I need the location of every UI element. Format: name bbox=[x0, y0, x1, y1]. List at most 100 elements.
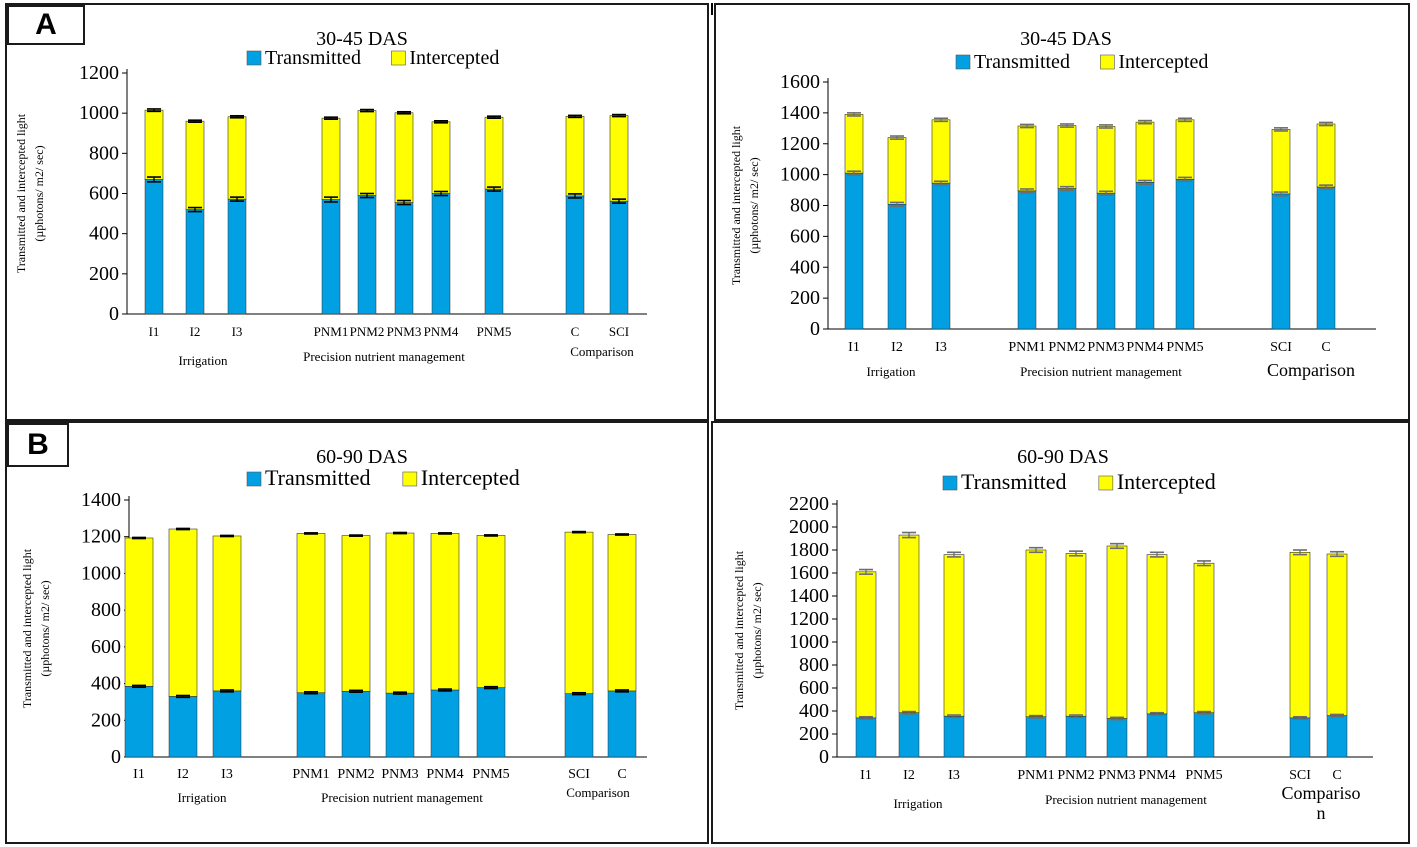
y-tick-label: 0 bbox=[111, 746, 121, 768]
bar-transmitted bbox=[385, 692, 415, 758]
bar-transmitted bbox=[476, 687, 506, 758]
bar-intercepted bbox=[476, 535, 506, 688]
y-tick-label: 400 bbox=[89, 223, 119, 245]
y-axis-label: Transmitted and intercepted light bbox=[732, 550, 746, 710]
bar-intercepted bbox=[484, 116, 504, 190]
y-tick-label: 200 bbox=[89, 263, 119, 285]
x-tick-label: C bbox=[1332, 768, 1341, 783]
bar-intercepted bbox=[394, 112, 414, 203]
x-tick-label: PNM5 bbox=[477, 324, 512, 339]
group-label: Precision nutrient management bbox=[303, 349, 465, 364]
x-tick-label: PNM1 bbox=[1017, 768, 1054, 783]
bar-transmitted bbox=[430, 689, 460, 758]
bar-transmitted bbox=[227, 198, 247, 315]
x-tick-label: PNM2 bbox=[350, 324, 385, 339]
bar-transmitted bbox=[1289, 717, 1311, 758]
bar-intercepted bbox=[855, 571, 877, 719]
panel-b-right: 60-90 DAS Transmitted Intercepted Transmitt… bbox=[711, 421, 1410, 844]
y-tick-label: 1000 bbox=[789, 631, 829, 653]
legend-swatch-intercepted bbox=[391, 50, 406, 66]
bar-transmitted bbox=[1135, 182, 1155, 330]
bar-transmitted bbox=[898, 712, 920, 758]
group-label: Precision nutrient management bbox=[321, 790, 483, 805]
panel-b-left: 60-90 DAS Transmitted Intercepted Transmitt… bbox=[5, 421, 709, 844]
y-tick-label: 600 bbox=[91, 636, 121, 658]
chart-title: 30-45 DAS bbox=[316, 28, 408, 50]
x-tick-label: I3 bbox=[232, 324, 243, 339]
bar-transmitted bbox=[1096, 192, 1116, 330]
y-axis-unit-label: (µphotons/ m2/ sec) bbox=[750, 582, 764, 678]
x-tick-label: I2 bbox=[177, 767, 189, 782]
bar-transmitted bbox=[185, 209, 205, 315]
x-tick-label: SCI bbox=[568, 767, 590, 782]
legend-label-transmitted: Transmitted bbox=[265, 47, 361, 69]
legend-swatch-transmitted bbox=[246, 50, 262, 66]
group-label: Comparison bbox=[566, 785, 630, 800]
y-tick-label: 1800 bbox=[789, 539, 829, 561]
bar-transmitted bbox=[431, 193, 451, 315]
legend-swatch-transmitted bbox=[246, 471, 262, 487]
y-tick-label: 1200 bbox=[81, 526, 121, 548]
bar-intercepted bbox=[430, 533, 460, 691]
x-tick-label: SCI bbox=[1289, 768, 1311, 783]
y-tick-label: 1000 bbox=[81, 562, 121, 584]
legend-swatch-transmitted bbox=[955, 54, 971, 70]
legend-label-intercepted: Intercepted bbox=[1118, 51, 1208, 73]
y-tick-label: 800 bbox=[799, 654, 829, 676]
x-tick-label: I2 bbox=[903, 768, 915, 783]
bar-transmitted bbox=[394, 202, 414, 315]
legend: Transmitted Intercepted bbox=[246, 465, 520, 490]
bar-intercepted bbox=[124, 537, 154, 687]
y-tick-label: 800 bbox=[89, 142, 119, 164]
bar-intercepted bbox=[296, 533, 326, 694]
x-tick-label: I1 bbox=[860, 768, 872, 783]
y-axis-label: Transmitted and intercepted light bbox=[14, 113, 28, 273]
panel-label-b: B bbox=[7, 423, 69, 467]
x-tick-label: PNM5 bbox=[1185, 768, 1222, 783]
bar-intercepted bbox=[212, 535, 242, 692]
x-tick-label: PNM5 bbox=[1166, 340, 1203, 355]
x-tick-label: PNM2 bbox=[1057, 768, 1094, 783]
y-axis-label: Transmitted and intercepted light bbox=[729, 125, 743, 285]
bar-intercepted bbox=[1025, 549, 1047, 718]
bar-intercepted bbox=[609, 115, 629, 202]
bar-intercepted bbox=[1065, 553, 1087, 717]
y-tick-label: 200 bbox=[91, 709, 121, 731]
chart-title: 60-90 DAS bbox=[316, 446, 408, 468]
x-tick-label: PNM4 bbox=[1126, 340, 1163, 355]
y-tick-label: 800 bbox=[790, 195, 820, 217]
legend-swatch-transmitted bbox=[942, 475, 958, 491]
legend-label-intercepted: Intercepted bbox=[1117, 469, 1216, 494]
x-tick-label: PNM1 bbox=[1008, 340, 1045, 355]
group-label-line: Compariso bbox=[1282, 783, 1361, 803]
y-tick-label: 200 bbox=[790, 287, 820, 309]
bar-intercepted bbox=[227, 116, 247, 200]
bar-transmitted bbox=[931, 182, 951, 330]
bar-intercepted bbox=[1326, 553, 1348, 716]
y-tick-label: 1200 bbox=[79, 62, 119, 84]
legend: Transmitted Intercepted bbox=[246, 47, 499, 69]
bar-transmitted bbox=[357, 195, 377, 315]
x-tick-label: C bbox=[1321, 340, 1330, 355]
bar-intercepted bbox=[357, 110, 377, 196]
y-tick-label: 1200 bbox=[789, 608, 829, 630]
bar-transmitted bbox=[855, 717, 877, 758]
bar-transmitted bbox=[1146, 713, 1168, 758]
group-label: Irrigation bbox=[178, 353, 228, 368]
bar-intercepted bbox=[1057, 125, 1077, 189]
bar-intercepted bbox=[385, 532, 415, 694]
bar-transmitted bbox=[1017, 190, 1037, 330]
y-tick-label: 1200 bbox=[780, 133, 820, 155]
bar-intercepted bbox=[431, 121, 451, 194]
y-tick-label: 600 bbox=[89, 183, 119, 205]
legend-label-intercepted: Intercepted bbox=[421, 465, 520, 490]
y-tick-label: 200 bbox=[799, 723, 829, 745]
bar-transmitted bbox=[296, 692, 326, 758]
y-tick-label: 600 bbox=[799, 677, 829, 699]
bar-intercepted bbox=[1106, 545, 1128, 719]
legend-swatch-intercepted bbox=[402, 471, 418, 487]
bar-transmitted bbox=[321, 199, 341, 315]
